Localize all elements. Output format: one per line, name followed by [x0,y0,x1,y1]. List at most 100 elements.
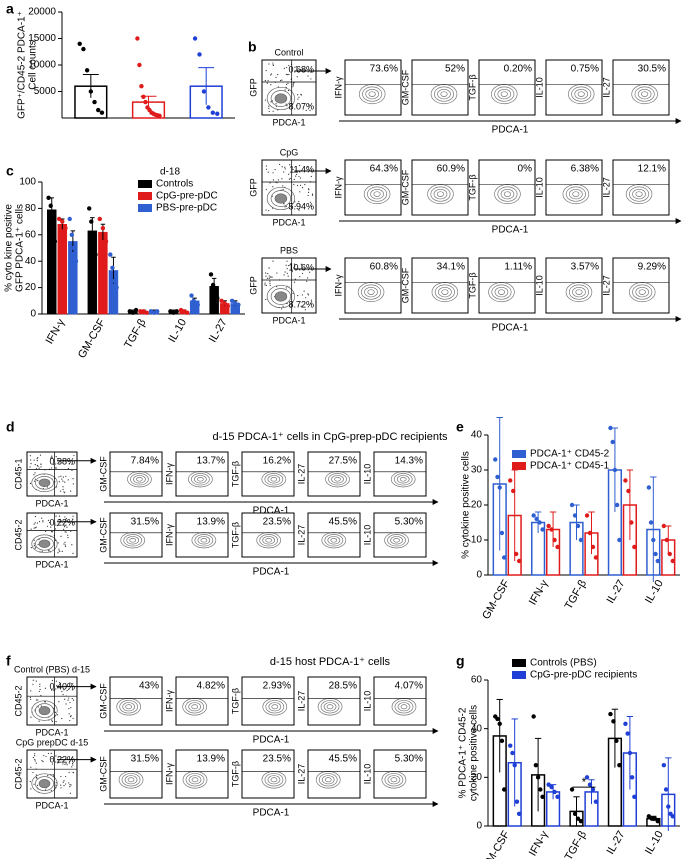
gate-dot [37,480,39,482]
gate-contour [31,473,58,493]
legend-label: PDCA-1⁺ CD45-1 [530,461,610,472]
flow-x-label: PDCA-1 [253,808,290,819]
gate-dot [297,98,299,100]
gate-dot [58,515,61,517]
gate-percent: 5.94% [288,201,314,211]
data-point [575,523,581,529]
gate-dot [71,544,73,546]
gate-dot [304,309,306,311]
gate-dot [45,755,47,758]
gate-percent: 0.38% [49,456,75,466]
gate-percent: 10.6% [288,262,314,272]
gate-dot [68,762,70,764]
gate-dot [265,69,267,72]
gate-dot [67,699,69,701]
gate-dot [30,547,33,549]
data-point [229,298,235,303]
contour [638,289,646,295]
gate-contour [38,478,51,487]
contour [635,191,643,197]
gate-dot [293,82,295,84]
gate-contour [35,537,54,551]
gate-dot [57,762,59,764]
gate-dot [282,305,284,307]
data-point [667,551,672,557]
data-point [535,775,541,780]
gate-contour [274,193,288,204]
data-point [215,111,220,116]
gate-dot [287,275,289,277]
y-tick-label: 60 [25,229,37,240]
flow-percent: 1.11% [504,262,532,273]
contour [360,284,382,300]
gate-x-label: PDCA-1 [35,559,68,569]
gate-dot [289,306,291,308]
gate-dot [34,755,36,757]
gate-dot [30,698,32,700]
gate-dot [50,467,53,469]
contour [575,289,583,295]
legend-label: Controls (PBS) [530,658,597,669]
gate-dot [295,175,297,177]
legend-swatch [138,180,152,188]
data-point [206,105,211,110]
data-point [549,784,554,790]
gate-dot [72,772,74,774]
y-tick-label: 10 [471,535,483,546]
data-point [56,216,62,222]
data-point [210,110,216,115]
flow-x-label: PDCA-1 [253,735,290,746]
gate-dot [64,481,66,483]
gate-dot [307,277,309,279]
gate-dot [51,457,54,459]
data-point [139,84,144,89]
gate-dot [294,278,296,280]
data-point [501,787,507,792]
gate-dot [33,545,35,547]
gate-dot [307,194,309,197]
gate-dot [55,515,57,517]
contour [635,286,650,298]
data-point [646,485,652,490]
legend-swatch [512,659,526,667]
gate-dot [62,488,64,491]
flow-plot [612,159,670,216]
data-point [552,789,557,795]
gate-dot [52,773,54,776]
contour [188,702,202,712]
flow-y-label: GM-CSF [98,683,108,719]
gate-dot [47,774,49,777]
gate-dot [51,720,54,723]
gate-dot [61,550,63,553]
data-point [670,558,675,564]
data-point [540,794,545,799]
y-axis-label: Cell counts [28,40,39,89]
x-tick-label: GM-CSF [480,578,512,622]
gate-dot [289,164,291,166]
x-tick-label: IL-10 [643,578,666,606]
data-point [141,94,146,100]
gate-dot [54,528,57,530]
contour [367,289,375,295]
gate-dot [64,763,66,766]
contour [188,775,202,785]
gate-dot [57,714,59,716]
data-point [48,203,53,208]
gate-dot [65,475,67,477]
contour [641,91,649,97]
gate-dot [55,680,58,682]
contour [430,186,451,202]
flow-y-label: GM-CSF [98,517,108,553]
flow-y-label: IFN-γ [333,274,343,296]
gate-dot [289,177,291,180]
gate-dot [70,707,72,709]
gate-dot [64,516,66,518]
gate-dot [34,760,36,762]
contour [571,86,592,102]
flow-plot [109,749,163,799]
data-point [91,245,96,251]
gate-dot [64,492,66,494]
flow-y-label: IFN-γ [333,76,343,98]
gate-contour [31,534,58,554]
gate-dot [68,713,70,715]
